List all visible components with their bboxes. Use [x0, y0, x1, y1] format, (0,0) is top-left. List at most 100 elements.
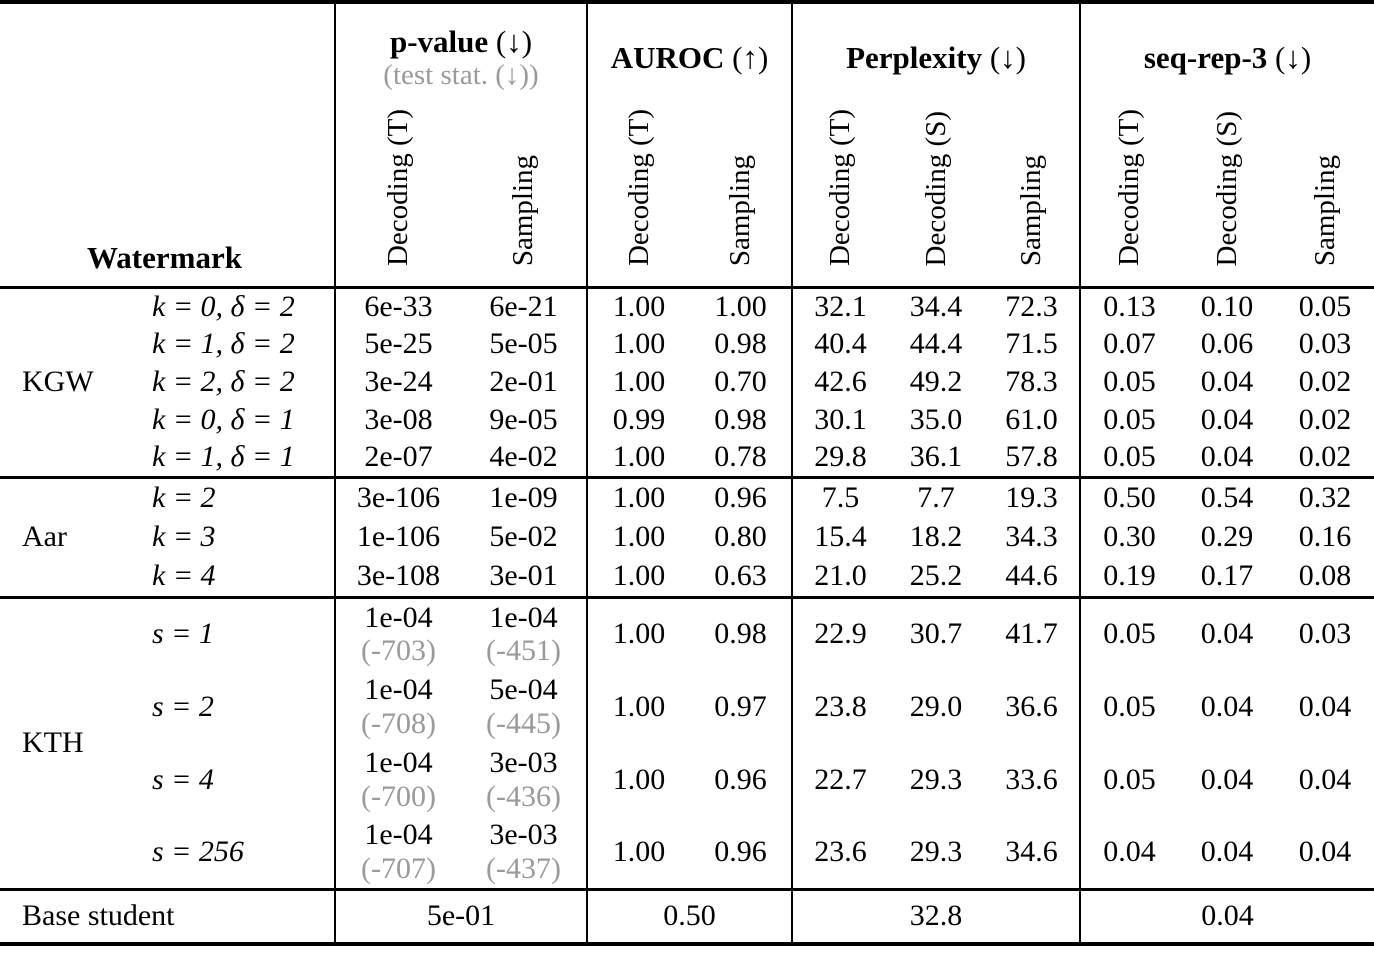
cell-auroc-decoding: 1.00 [586, 287, 691, 325]
group-label: KTH [22, 726, 84, 759]
cell-auroc-decoding: 1.00 [586, 816, 691, 889]
cell-seqrep-sampling: 0.08 [1298, 559, 1352, 593]
column-header-row: Decoding (T) Sampling Decoding (T) Sampl… [0, 102, 1374, 287]
watermark-param: k = 2, δ = 2 [152, 365, 295, 398]
cell-pvalue-sampling: 5e-04 (-445) [461, 670, 587, 743]
col-header-ppl-decoding-t: Decoding (T) [791, 102, 889, 287]
cell-pvalue-decoding: 3e-106 [334, 477, 461, 517]
watermark-header-label: Watermark [87, 239, 242, 275]
cell-seqrep-decoding-t: 0.30 [1079, 517, 1179, 557]
cell-ppl-sampling: 72.3 [1005, 289, 1058, 323]
cell-seqrep-sampling: 0.02 [1298, 440, 1352, 474]
cell-auroc-sampling: 0.96 [714, 762, 767, 796]
pvalue-group-subtitle: (test stat. (↓)) [383, 59, 539, 92]
cell-auroc-decoding: 1.00 [586, 743, 691, 816]
watermark-param: k = 2 [152, 480, 216, 514]
cell-seqrep-decoding-t: 0.50 [1079, 477, 1179, 517]
cell-ppl-decoding-s: 7.7 [917, 480, 955, 514]
table-row: Aar k = 2 3e-106 1e-09 1.00 0.96 7.5 7.7… [0, 477, 1374, 553]
cell-ppl-decoding-t: 15.4 [791, 517, 889, 557]
cell-auroc-sampling: 0.80 [714, 520, 767, 553]
perplexity-group-header: Perplexity (↓) [791, 2, 1081, 102]
col-header-seqrep-decoding-s: Decoding (S) [1210, 111, 1243, 267]
table-row: s = 4 1e-04 (-700) 3e-03 (-436) 1.00 0.96 … [0, 743, 1374, 816]
cell-seqrep-decoding-s: 0.04 [1200, 762, 1254, 796]
cell-auroc-sampling: 0.78 [714, 440, 767, 474]
cell-auroc-sampling: 0.98 [714, 403, 767, 436]
table-row: k = 0, δ = 1 3e-08 9e-05 0.99 0.98 30.1 … [0, 401, 1374, 439]
cell-pvalue-sampling: 3e-01 [489, 559, 558, 593]
cell-seqrep-decoding-t: 0.05 [1079, 401, 1179, 439]
cell-ppl-sampling: 34.3 [1005, 520, 1058, 553]
up-arrow: (↑) [732, 40, 769, 76]
cell-seqrep-sampling: 0.04 [1298, 834, 1352, 868]
cell-seqrep-decoding-t: 0.19 [1079, 557, 1179, 597]
cell-seqrep-decoding-s: 0.04 [1200, 403, 1254, 436]
cell-ppl-decoding-s: 18.2 [909, 520, 963, 553]
col-header-seqrep-decoding-t: Decoding (T) [1079, 102, 1179, 287]
cell-ppl-sampling: 44.6 [1005, 559, 1058, 593]
cell-seqrep-decoding-t: 0.05 [1079, 363, 1179, 401]
cell-auroc-sampling: 0.63 [714, 559, 767, 593]
cell-auroc-sampling: 0.98 [714, 617, 767, 651]
seqrep-group-title: seq-rep-3 (↓) [1143, 40, 1312, 76]
cell-ppl-sampling: 57.8 [1005, 440, 1058, 474]
cell-ppl-sampling: 61.0 [1005, 403, 1058, 436]
watermark-param: k = 0, δ = 1 [152, 403, 295, 436]
watermark-param: s = 256 [152, 834, 244, 868]
cell-seqrep-decoding-s: 0.29 [1200, 520, 1254, 553]
test-stat: (-707) [361, 851, 436, 885]
cell-auroc-decoding: 1.00 [586, 363, 691, 401]
cell-base-perplexity: 32.8 [791, 889, 1081, 944]
watermark-param: s = 2 [152, 689, 214, 723]
cell-ppl-decoding-t: 21.0 [791, 557, 889, 597]
cell-seqrep-sampling: 0.04 [1298, 689, 1352, 723]
auroc-group-title: AUROC (↑) [610, 40, 769, 76]
table-row: KTH s = 1 1e-04 (-703) 1e-04 (-451) 1.00 0… [0, 597, 1374, 759]
cell-pvalue-decoding: 3e-108 [334, 557, 461, 597]
cell-ppl-sampling: 34.6 [1005, 834, 1058, 868]
cell-auroc-decoding: 1.00 [586, 557, 691, 597]
cell-seqrep-decoding-s: 0.04 [1200, 689, 1254, 723]
cell-auroc-sampling: 0.70 [714, 365, 767, 398]
cell-auroc-decoding: 1.00 [586, 325, 691, 363]
col-header-auroc-decoding-t: Decoding (T) [586, 102, 691, 287]
cell-ppl-decoding-t: 30.1 [791, 401, 889, 439]
down-arrow: (↓) [1275, 40, 1312, 76]
cell-ppl-decoding-s: 25.2 [909, 559, 963, 593]
table-row: k = 3 1e-106 5e-02 1.00 0.80 15.4 18.2 3… [0, 517, 1374, 557]
cell-seqrep-decoding-s: 0.17 [1200, 559, 1254, 593]
seqrep-group-header: seq-rep-3 (↓) [1079, 2, 1374, 102]
cell-ppl-decoding-t: 40.4 [791, 325, 889, 363]
cell-pvalue-decoding: 1e-04 (-700) [334, 743, 461, 816]
section-kgw: KGW k = 0, δ = 2 6e-33 6e-21 1.00 1.00 3… [0, 287, 1374, 477]
cell-ppl-decoding-s: 29.0 [909, 689, 963, 723]
test-stat: (-708) [361, 706, 436, 740]
test-stat: (-436) [486, 779, 561, 813]
cell-ppl-decoding-t: 22.9 [791, 597, 889, 670]
cell-seqrep-sampling: 0.02 [1298, 403, 1352, 436]
watermark-param: k = 1, δ = 1 [152, 440, 295, 474]
cell-seqrep-sampling: 0.04 [1298, 762, 1352, 796]
table-row: k = 1, δ = 1 2e-07 4e-02 1.00 0.78 29.8 … [0, 439, 1374, 477]
pvalue-group-header: p-value (↓) (test stat. (↓)) [333, 2, 588, 102]
test-stat: (-437) [486, 851, 561, 885]
section-aar: Aar k = 2 3e-106 1e-09 1.00 0.96 7.5 7.7… [0, 477, 1374, 597]
cell-base-auroc: 0.50 [586, 889, 793, 944]
cell-auroc-sampling: 1.00 [714, 289, 767, 323]
table-row: k = 2, δ = 2 3e-24 2e-01 1.00 0.70 42.6 … [0, 363, 1374, 401]
cell-ppl-decoding-s: 49.2 [909, 365, 963, 398]
group-label: KGW [22, 365, 94, 398]
perplexity-group-title: Perplexity (↓) [846, 40, 1026, 76]
cell-ppl-decoding-s: 44.4 [909, 327, 963, 360]
down-arrow: (↓) [495, 23, 533, 59]
col-header-auroc-sampling: Sampling [724, 155, 757, 267]
cell-auroc-sampling: 0.96 [714, 480, 767, 514]
cell-seqrep-decoding-s: 0.04 [1200, 440, 1254, 474]
table-header: Watermark p-value (↓) (test stat. (↓)) A… [0, 2, 1374, 287]
cell-ppl-decoding-t: 42.6 [791, 363, 889, 401]
group-label: Aar [22, 520, 67, 553]
watermark-param: s = 4 [152, 762, 214, 796]
cell-pvalue-sampling: 5e-02 [489, 520, 558, 554]
test-stat: (-700) [361, 779, 436, 813]
